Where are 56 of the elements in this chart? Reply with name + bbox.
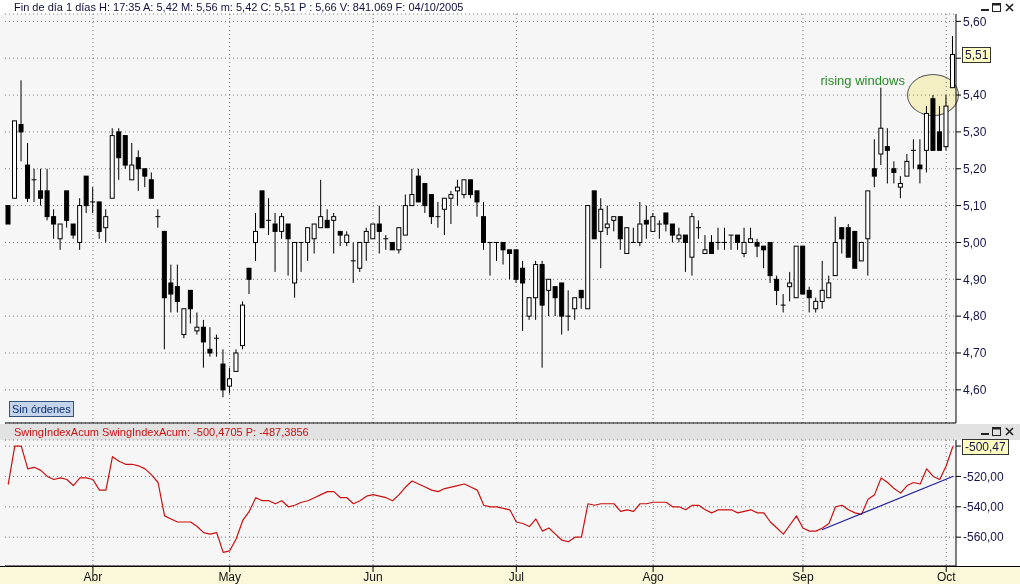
candlestick	[904, 153, 910, 177]
annotation: Sin órdenes	[9, 401, 74, 417]
candlestick	[154, 208, 161, 229]
x-tick-label: Jul	[508, 570, 524, 584]
candlestick	[891, 160, 897, 184]
candlestick	[884, 127, 890, 184]
candlestick	[31, 168, 38, 203]
candlestick	[5, 205, 11, 225]
y-tick-label: 4,70	[963, 346, 987, 361]
chart-title: Fin de día 1 días H: 17:35 A: 5,42 M: 5,56 m: 5,42 C: 5,51 P : 5,66 V: 841.069 F: 04/10/2005	[14, 0, 464, 14]
text: 5,51	[962, 46, 992, 63]
x-tick-label: Oct	[936, 570, 957, 584]
candlestick	[806, 286, 812, 313]
y-tick-label: 5,10	[963, 198, 987, 213]
candlestick	[910, 138, 917, 170]
text: -500,47	[962, 438, 1009, 455]
candlestick	[253, 212, 259, 262]
y-tick-label: 4,80	[963, 309, 987, 324]
candlestick	[233, 348, 239, 372]
chart-title: SwingIndexAcum SwingIndexAcum: -500,4705 P: -487,3856	[14, 425, 309, 440]
y-tick-label: 4,60	[963, 383, 987, 398]
y-tick-label: 5,20	[963, 162, 987, 177]
annotation: rising windows	[820, 73, 905, 89]
candlestick	[897, 175, 903, 199]
candlestick	[376, 205, 382, 254]
candlestick	[213, 334, 220, 358]
x-tick-label: Jun	[363, 570, 383, 584]
y-tick-label: -560,00	[963, 530, 1005, 545]
candlestick	[787, 271, 793, 302]
candlestick	[917, 138, 923, 184]
candlestick	[565, 289, 572, 332]
line-series	[7, 445, 954, 553]
y-tick-label: -520,00	[963, 469, 1005, 484]
y-tick-label: 5,40	[963, 88, 987, 103]
x-tick-label: Sep	[792, 570, 814, 584]
candlestick	[174, 264, 180, 313]
x-tick-label: Abr	[83, 570, 103, 584]
y-tick-label: 5,30	[963, 125, 987, 140]
y-tick-label: -540,00	[963, 500, 1005, 515]
candlestick	[839, 227, 845, 254]
x-tick-label: May	[218, 570, 242, 584]
candlestick	[780, 293, 787, 313]
y-tick-label: 4,90	[963, 272, 987, 287]
y-tick-label: 5,00	[963, 235, 987, 250]
candlestick	[721, 227, 728, 251]
candlestick	[382, 234, 389, 251]
candlestick	[871, 138, 877, 188]
candlestick	[246, 267, 252, 295]
candlestick	[604, 205, 610, 236]
candlestick	[774, 275, 780, 306]
candlestick	[148, 171, 154, 199]
y-tick-label: 5,60	[963, 14, 987, 29]
candlestick	[858, 241, 864, 262]
candlestick	[572, 297, 578, 321]
candlestick	[207, 326, 213, 358]
x-tick-label: Ago	[642, 570, 665, 584]
